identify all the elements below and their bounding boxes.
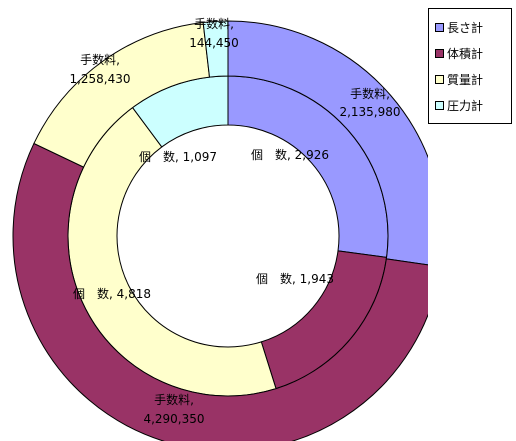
outer-slice-length bbox=[227, 20, 428, 266]
legend-label: 長さ計 bbox=[447, 20, 484, 35]
outer-label-value-length: 2,135,980 bbox=[339, 105, 400, 119]
legend-item-mass: 質量計 bbox=[435, 71, 483, 87]
legend-item-length: 長さ計 bbox=[435, 19, 483, 35]
legend-swatch bbox=[435, 48, 444, 58]
inner-label-length: 個 数, 2,926 bbox=[251, 147, 329, 162]
outer-label-name-length: 手数料, bbox=[350, 86, 390, 101]
data-labels: 個 数, 2,926 個 数, 1,943 個 数, 4,818 個 数, 1,097… bbox=[69, 16, 400, 426]
legend-label: 質量計 bbox=[447, 72, 484, 87]
legend-item-volume: 体積計 bbox=[435, 45, 483, 61]
inner-label-volume: 個 数, 1,943 bbox=[256, 271, 334, 286]
outer-label-value-pressure: 144,450 bbox=[189, 36, 239, 50]
legend: 長さ計 体積計 質量計 圧力計 bbox=[428, 8, 512, 124]
legend-swatch bbox=[435, 74, 444, 84]
doughnut-chart: 個 数, 2,926 個 数, 1,943 個 数, 4,818 個 数, 1,097… bbox=[12, 16, 428, 441]
outer-slice-pressure bbox=[202, 20, 229, 78]
outer-label-name-pressure: 手数料, bbox=[194, 16, 234, 31]
inner-ring bbox=[67, 75, 389, 397]
outer-label-name-volume: 手数料, bbox=[154, 392, 194, 407]
outer-label-name-mass: 手数料, bbox=[80, 52, 120, 67]
inner-label-pressure: 個 数, 1,097 bbox=[139, 149, 217, 164]
outer-label-value-mass: 1,258,430 bbox=[69, 72, 130, 86]
inner-label-mass: 個 数, 4,818 bbox=[73, 286, 151, 301]
legend-item-pressure: 圧力計 bbox=[435, 97, 483, 113]
outer-label-value-volume: 4,290,350 bbox=[143, 412, 204, 426]
outer-ring bbox=[12, 20, 428, 441]
outer-slice-volume bbox=[12, 142, 428, 441]
legend-swatch bbox=[435, 22, 444, 32]
legend-swatch bbox=[435, 100, 444, 110]
legend-label: 体積計 bbox=[447, 46, 484, 61]
legend-label: 圧力計 bbox=[447, 98, 484, 113]
